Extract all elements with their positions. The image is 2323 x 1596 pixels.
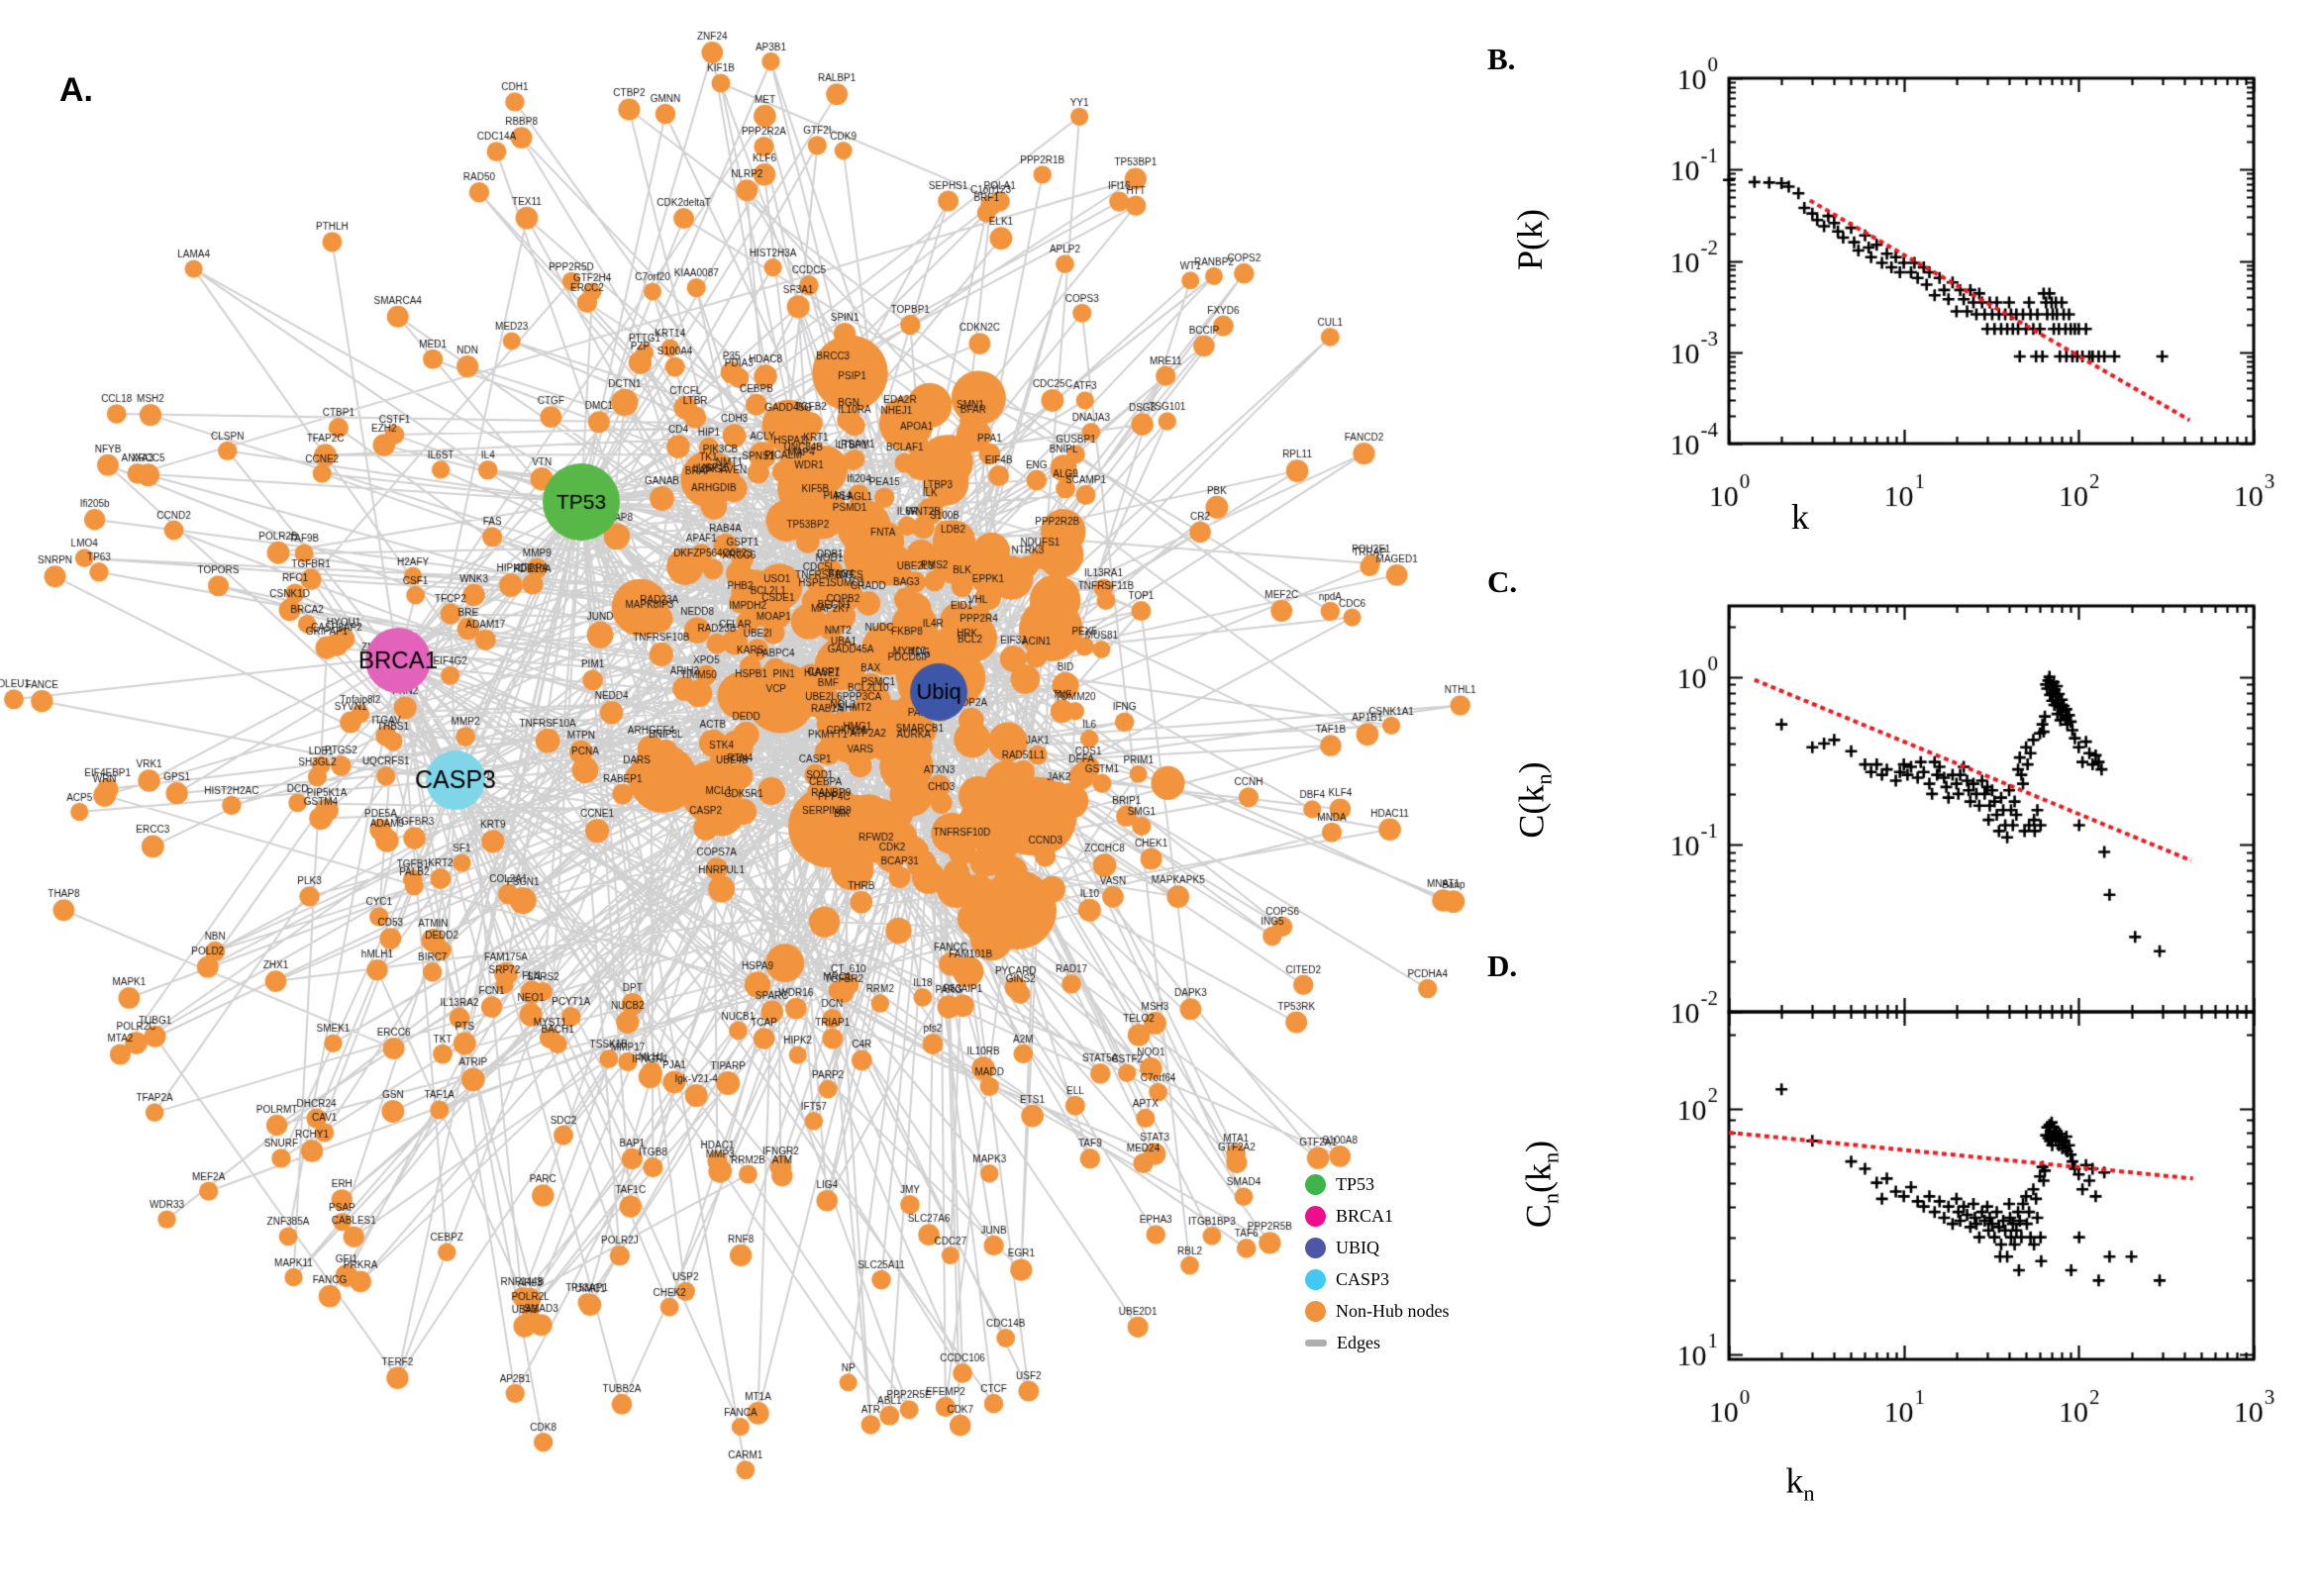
- legend-node-swatch-icon: [1305, 1301, 1326, 1322]
- legend-item-label: BRCA1: [1336, 1206, 1394, 1226]
- legend-item-label: Non-Hub nodes: [1336, 1301, 1450, 1321]
- chart-c-y-axis-title: C(kn): [1511, 761, 1557, 839]
- network-legend: TP53 BRCA1 UBIQ CASP3 Non-Hub nodes Edges: [1305, 1174, 1450, 1353]
- legend-node-swatch-icon: [1305, 1174, 1326, 1195]
- legend-item-edges: Edges: [1305, 1333, 1450, 1353]
- legend-item-label: CASP3: [1336, 1269, 1390, 1289]
- legend-item-label: Edges: [1337, 1333, 1380, 1352]
- chart-d-y-axis-title: Cn(kn): [1518, 1140, 1564, 1229]
- legend-edge-swatch-icon: [1305, 1340, 1327, 1347]
- chart-b-y-axis-title: P(k): [1510, 209, 1550, 270]
- chart-d-x-axis-title: kn: [1785, 1460, 1815, 1506]
- panel-b-label: B.: [1487, 42, 1516, 76]
- legend-item-label: TP53: [1336, 1174, 1375, 1194]
- legend-item-non-hub-nodes: Non-Hub nodes: [1305, 1301, 1450, 1322]
- legend-item-label: UBIQ: [1336, 1238, 1379, 1257]
- panel-c-label: C.: [1487, 564, 1518, 599]
- legend-item-casp3: CASP3: [1305, 1269, 1450, 1290]
- protein-network-graph: [0, 0, 1485, 1596]
- legend-item-tp53: TP53: [1305, 1174, 1450, 1195]
- chart-b-x-axis-title: k: [1791, 497, 1809, 537]
- legend-item-brca1: BRCA1: [1305, 1206, 1450, 1227]
- legend-node-swatch-icon: [1305, 1206, 1326, 1227]
- loglog-charts-canvas: [1485, 0, 2323, 1596]
- legend-item-ubiq: UBIQ: [1305, 1238, 1450, 1258]
- panel-a-label: A.: [59, 71, 93, 109]
- legend-node-swatch-icon: [1305, 1238, 1326, 1258]
- legend-node-swatch-icon: [1305, 1269, 1326, 1290]
- panel-d-label: D.: [1487, 948, 1518, 983]
